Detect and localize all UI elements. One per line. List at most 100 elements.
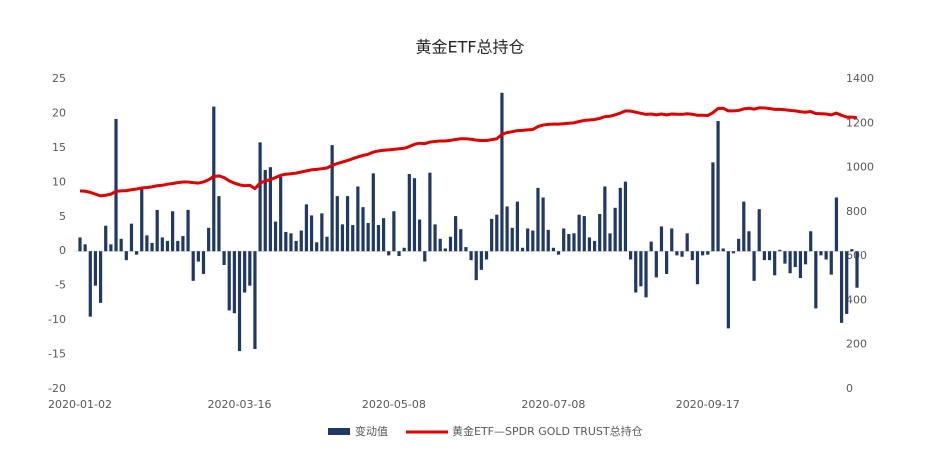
bar bbox=[644, 251, 648, 298]
bar bbox=[155, 209, 159, 252]
bar bbox=[767, 251, 772, 261]
bar bbox=[181, 236, 185, 252]
bar bbox=[263, 169, 267, 252]
bar bbox=[824, 251, 828, 260]
bar bbox=[397, 251, 401, 257]
y2-tick-label: 200 bbox=[846, 338, 867, 351]
y2-tick-label: 400 bbox=[846, 293, 867, 306]
bar bbox=[320, 213, 324, 252]
bar bbox=[819, 251, 823, 256]
bar bbox=[124, 251, 128, 261]
bar bbox=[284, 231, 288, 252]
x-tick-label: 2020-01-02 bbox=[48, 398, 112, 411]
line bbox=[79, 106, 858, 198]
bar bbox=[762, 251, 766, 261]
y-tick-label: -10 bbox=[48, 313, 66, 326]
bar bbox=[546, 229, 550, 252]
bar bbox=[371, 173, 375, 252]
bar bbox=[289, 233, 293, 252]
bar bbox=[685, 233, 689, 252]
y-tick-label: 25 bbox=[52, 72, 66, 85]
bar bbox=[742, 201, 746, 252]
bar bbox=[78, 237, 82, 252]
bar bbox=[726, 251, 730, 329]
bar bbox=[88, 251, 92, 317]
y-tick-label: -15 bbox=[48, 348, 66, 361]
bar bbox=[500, 92, 504, 252]
bar bbox=[484, 251, 489, 260]
y2-tick-label: 1000 bbox=[846, 161, 874, 174]
bar bbox=[423, 251, 427, 262]
bar bbox=[454, 216, 458, 252]
y-tick-label: 15 bbox=[52, 141, 66, 154]
bar bbox=[798, 251, 802, 279]
bar bbox=[109, 244, 113, 252]
bar bbox=[309, 215, 314, 252]
bar bbox=[752, 251, 756, 281]
legend-label: 黄金ETF—SPDR GOLD TRUST总持仓 bbox=[452, 424, 643, 438]
bar bbox=[623, 181, 628, 252]
bar bbox=[294, 240, 298, 252]
bar bbox=[680, 251, 684, 257]
bar bbox=[248, 251, 252, 286]
bar bbox=[788, 251, 792, 274]
bar bbox=[418, 219, 422, 252]
bar bbox=[345, 196, 350, 252]
legend-swatch bbox=[328, 428, 350, 435]
bar bbox=[191, 251, 195, 281]
bar bbox=[855, 251, 859, 288]
bar bbox=[381, 218, 386, 252]
bar bbox=[428, 172, 432, 252]
bar bbox=[448, 236, 453, 252]
bar bbox=[582, 216, 586, 252]
bar bbox=[649, 241, 653, 252]
bar bbox=[212, 106, 216, 252]
bar bbox=[803, 251, 808, 265]
bar bbox=[659, 226, 664, 252]
bar bbox=[145, 235, 149, 252]
y-tick-label: -20 bbox=[48, 382, 66, 395]
bar bbox=[505, 206, 509, 252]
y2-tick-label: 1200 bbox=[846, 116, 874, 129]
bar bbox=[541, 197, 545, 252]
bar bbox=[839, 251, 844, 323]
bar bbox=[150, 242, 154, 252]
bar bbox=[315, 242, 319, 252]
bar bbox=[98, 251, 103, 303]
bar bbox=[737, 238, 741, 252]
bar bbox=[232, 251, 236, 314]
bar bbox=[104, 225, 108, 252]
bar bbox=[165, 240, 170, 252]
bar bbox=[217, 196, 221, 252]
y-tick-label: 5 bbox=[59, 210, 66, 223]
bar bbox=[356, 186, 360, 252]
bar bbox=[366, 222, 370, 252]
x-tick-label: 2020-05-08 bbox=[362, 398, 426, 411]
bar bbox=[207, 227, 211, 252]
bar bbox=[140, 189, 144, 252]
bar bbox=[845, 251, 849, 314]
bar bbox=[577, 214, 581, 252]
bar bbox=[793, 251, 797, 268]
bar bbox=[433, 224, 437, 252]
bar bbox=[608, 233, 612, 252]
bar bbox=[340, 224, 345, 252]
bar bbox=[809, 231, 813, 252]
bar bbox=[171, 211, 175, 252]
bar bbox=[515, 201, 519, 252]
bar bbox=[387, 251, 391, 256]
bar bbox=[510, 227, 514, 252]
y-tick-label: 0 bbox=[59, 244, 66, 257]
bar bbox=[438, 238, 442, 252]
bar bbox=[114, 118, 118, 252]
bar bbox=[222, 251, 226, 265]
bar bbox=[783, 251, 787, 264]
x-tick-label: 2020-03-16 bbox=[208, 398, 272, 411]
bar bbox=[592, 240, 597, 252]
bar bbox=[814, 251, 818, 309]
bar bbox=[279, 176, 283, 252]
bar bbox=[654, 251, 658, 278]
bar bbox=[551, 247, 556, 252]
bar bbox=[469, 251, 473, 261]
bar bbox=[695, 251, 700, 285]
